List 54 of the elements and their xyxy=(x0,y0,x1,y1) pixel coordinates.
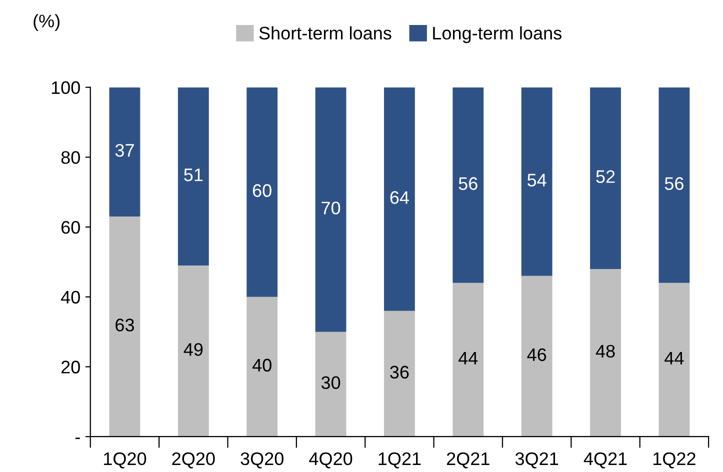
data-label: 70 xyxy=(322,202,340,214)
bar xyxy=(384,87,415,311)
bar xyxy=(246,296,278,437)
bar xyxy=(521,87,552,276)
y-tick-label: 100 xyxy=(52,81,80,94)
bar xyxy=(178,87,209,266)
data-label: 51 xyxy=(184,168,203,182)
bar xyxy=(521,276,552,437)
bar xyxy=(315,87,346,332)
bar xyxy=(315,332,346,437)
data-label: 30 xyxy=(321,376,340,390)
x-tick-label: 4Q21 xyxy=(584,452,627,468)
bar xyxy=(384,310,415,437)
bar xyxy=(109,87,140,217)
data-label: 54 xyxy=(528,174,546,186)
data-label: 46 xyxy=(527,348,546,362)
data-label: 44 xyxy=(664,352,684,364)
y-tick-label: 60 xyxy=(61,220,80,234)
data-label: 40 xyxy=(252,358,272,372)
data-label: 37 xyxy=(115,144,134,157)
y-tick-label: - xyxy=(75,438,80,440)
x-tick-label: 1Q22 xyxy=(653,452,696,468)
y-axis-title: (%) xyxy=(34,14,60,31)
legend-label: Long-term loans xyxy=(433,26,562,44)
data-label: 48 xyxy=(596,344,615,358)
x-tick-label: 3Q20 xyxy=(240,452,284,468)
bar xyxy=(178,265,209,437)
data-label: 63 xyxy=(116,318,134,332)
bar xyxy=(658,282,690,437)
legend-label: Short-term loans xyxy=(259,26,392,40)
data-label: 64 xyxy=(390,191,409,204)
bar xyxy=(590,268,621,437)
bar xyxy=(109,216,140,437)
data-label: 56 xyxy=(458,177,478,190)
x-tick-label: 4Q20 xyxy=(309,452,352,468)
data-label: 56 xyxy=(664,177,684,190)
bar xyxy=(658,87,690,283)
y-tick-label: 40 xyxy=(60,290,80,304)
bar xyxy=(590,87,621,269)
x-tick-label: 1Q20 xyxy=(104,452,146,468)
data-label: 44 xyxy=(458,352,478,364)
bar xyxy=(452,282,484,437)
y-tick-label: 80 xyxy=(61,151,80,164)
data-label: 36 xyxy=(390,366,409,379)
data-label: 49 xyxy=(184,343,203,356)
bar xyxy=(246,87,278,297)
x-tick-label: 2Q20 xyxy=(172,452,215,468)
data-label: 52 xyxy=(596,170,615,183)
x-tick-label: 3Q21 xyxy=(515,452,558,468)
y-tick-label: 20 xyxy=(61,360,80,374)
bar xyxy=(452,87,484,283)
x-tick-label: 1Q21 xyxy=(378,452,421,468)
x-tick-label: 2Q21 xyxy=(446,452,490,468)
data-label: 60 xyxy=(252,184,272,197)
